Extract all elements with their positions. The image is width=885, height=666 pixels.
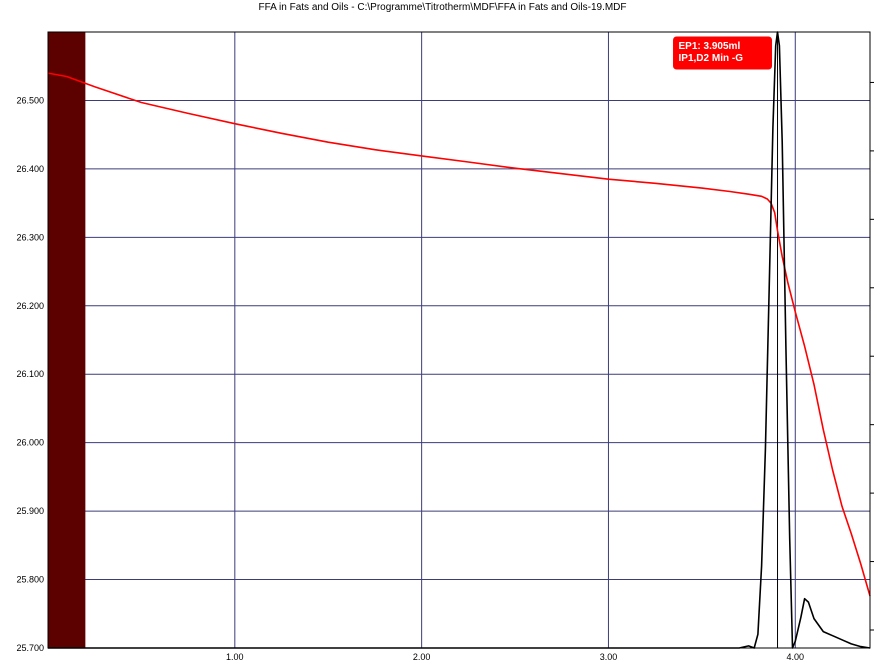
plot-area (48, 32, 870, 648)
series-line-1 (47, 72, 871, 597)
y-tick-label: 26.100 (16, 369, 44, 379)
chart-title: FFA in Fats and Oils - C:\Programme\Titr… (258, 2, 627, 13)
y-tick-label: 26.400 (16, 164, 44, 174)
plot-border (47, 31, 871, 649)
annotation-pointer (772, 33, 776, 41)
shaded-region (48, 32, 86, 648)
y-tick-label: 26.300 (16, 232, 44, 242)
y-tick-label: 25.900 (16, 506, 44, 516)
x-tick-label: 1.00 (226, 652, 244, 662)
y-tick-label: 26.200 (16, 301, 44, 311)
annotation-text: EP1: 3.905ml (679, 41, 741, 52)
y-tick-label: 26.000 (16, 438, 44, 448)
annotation-box (672, 35, 774, 71)
x-tick-label: 4.00 (787, 652, 805, 662)
series-line-2 (48, 31, 871, 649)
y-tick-label: 25.800 (16, 575, 44, 585)
y-tick-label: 26.500 (16, 95, 44, 105)
x-tick-label: 2.00 (413, 652, 431, 662)
y-tick-label: 25.700 (16, 643, 44, 653)
annotation-text: IP1,D2 Min -G (679, 53, 744, 64)
x-tick-label: 3.00 (600, 652, 618, 662)
